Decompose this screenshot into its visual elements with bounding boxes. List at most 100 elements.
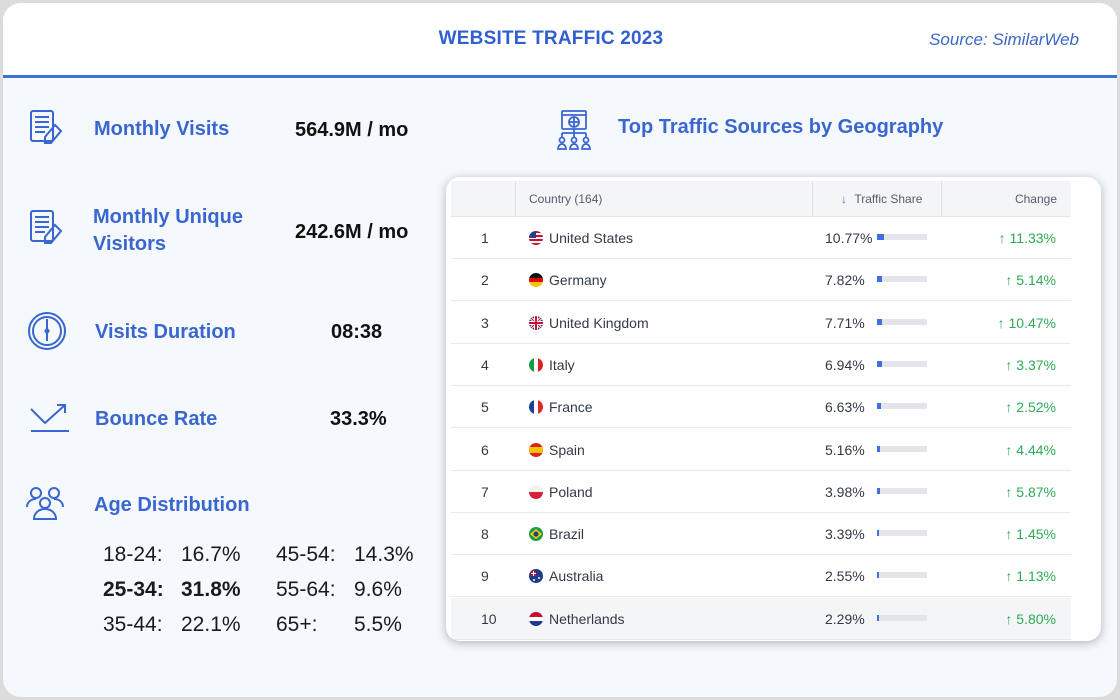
rank-cell: 7 [481,483,489,500]
rank-cell: 4 [481,356,489,373]
traffic-share-bar [877,318,927,325]
country-cell: Germany [549,272,607,289]
country-cell: Spain [549,441,585,458]
table-row[interactable]: 2 Germany 7.82% ↑ 5.14% [451,259,1071,302]
change-cell: ↑ 4.44% [1005,441,1056,458]
table-row[interactable]: 5 France 6.63% ↑ 2.52% [451,386,1071,429]
table-row[interactable]: 6 Spain 5.16% ↑ 4.44% [451,429,1071,471]
flag-es-icon [529,442,543,457]
country-cell: France [549,399,593,416]
table-row[interactable]: 4 Italy 6.94% ↑ 3.37% [451,344,1071,386]
age-item: 65+: 5.5% [276,613,402,636]
column-change[interactable]: Change [1014,192,1057,206]
traffic-share-bar-fill [877,614,879,621]
table-row[interactable]: 7 Poland 3.98% ↑ 5.87% [451,471,1071,513]
flag-us-icon [529,231,543,245]
country-cell: Brazil [549,526,585,543]
change-cell: ↑ 1.45% [1005,526,1056,543]
age-item: 35-44: 22.1% [103,613,241,636]
unique-visitors-label-line2: Visitors [93,233,166,255]
monthly-visits-value: 564.9M / mo [295,119,409,141]
change-cell: ↑ 2.52% [1005,399,1056,416]
table-row[interactable]: 1 United States 10.77% ↑ 11.33% [451,217,1071,259]
change-cell: ↑ 5.80% [1005,610,1056,627]
unique-visitors-value: 242.6M / mo [295,221,409,243]
traffic-share-bar [877,276,927,283]
traffic-share-bar-fill [877,360,882,367]
traffic-share-cell: 7.82% [825,272,865,289]
table-row[interactable]: 9 Australia 2.55% ↑ 1.13% [451,555,1071,598]
rank-cell: 5 [481,399,489,416]
table-header: Country (164) ↓ Traffic Share Change [451,181,1071,217]
country-cell: Italy [549,356,575,373]
age-item: 25-34: 31.8% [103,578,241,601]
traffic-share-bar [877,360,927,367]
traffic-share-bar [877,234,927,240]
traffic-share-bar [877,445,927,452]
change-cell: ↑ 3.37% [1005,356,1056,373]
traffic-share-cell: 3.39% [825,526,865,543]
table-row[interactable]: 10 Netherlands 2.29% ↑ 5.80% [451,597,1071,640]
country-cell: United Kingdom [549,314,649,331]
age-item: 18-24: 16.7% [103,543,241,566]
page-title: WEBSITE TRAFFIC 2023 [438,28,664,49]
country-cell: United States [549,230,634,246]
traffic-share-bar-fill [877,276,882,283]
country-cell: Netherlands [549,610,625,627]
traffic-share-cell: 6.94% [825,356,865,373]
traffic-share-bar-fill [877,487,880,494]
traffic-share-bar [877,530,927,537]
source-label: Source: SimilarWeb [929,30,1079,49]
column-divider [812,181,813,217]
table-row[interactable]: 8 Brazil 3.39% ↑ 1.45% [451,513,1071,556]
flag-fr-icon [529,400,543,415]
age-item: 45-54: 14.3% [276,543,414,566]
traffic-share-bar-fill [877,445,880,452]
traffic-share-bar-fill [877,318,882,325]
column-country[interactable]: Country (164) [529,192,603,206]
flag-pl-icon [529,484,543,499]
sort-arrow-icon: ↓ [841,192,847,206]
table-row[interactable]: 3 United Kingdom 7.71% ↑ 10.47% [451,302,1071,344]
visits-duration-label: Visits Duration [95,321,236,343]
traffic-share-bar [877,614,927,621]
unique-visitors-label-line1: Monthly Unique [93,206,243,228]
change-cell: ↑ 1.13% [1005,568,1056,585]
rank-cell: 1 [481,230,489,246]
traffic-share-bar-fill [877,530,879,537]
change-cell: ↑ 11.33% [998,230,1056,246]
flag-br-icon [529,527,543,542]
flag-nl-icon [529,611,543,626]
flag-de-icon [529,273,543,288]
traffic-share-cell: 2.55% [825,568,865,585]
visits-duration-value: 08:38 [331,321,383,343]
traffic-share-cell: 7.71% [825,314,865,331]
clock-icon [27,311,71,355]
bounce-rate-value: 33.3% [330,408,387,430]
people-icon [25,485,69,529]
rank-cell: 2 [481,272,489,289]
document-icon [25,107,69,151]
traffic-share-bar [877,487,927,494]
change-cell: ↑ 5.87% [1005,483,1056,500]
rank-cell: 8 [481,526,489,543]
change-cell: ↑ 10.47% [997,314,1056,331]
bounce-arrow-icon [27,401,71,445]
age-item: 55-64: 9.6% [276,578,402,601]
traffic-share-cell: 10.77% [825,230,873,246]
rank-cell: 3 [481,314,489,331]
column-traffic-share[interactable]: ↓ Traffic Share [841,192,923,206]
column-divider [515,181,516,217]
rank-cell: 9 [481,568,489,585]
rank-cell: 10 [481,610,497,627]
country-cell: Poland [549,483,593,500]
unique-visitors-label: Monthly Unique Visitors [93,204,243,258]
bounce-rate-label: Bounce Rate [95,408,218,430]
monthly-visits-label: Monthly Visits [94,118,230,140]
column-divider [941,181,942,217]
traffic-share-cell: 3.98% [825,483,865,500]
geo-table: Country (164) ↓ Traffic Share Change 1 Un… [446,177,1101,641]
change-cell: ↑ 5.14% [1005,272,1056,289]
country-cell: Australia [549,568,604,585]
flag-it-icon [529,357,543,372]
